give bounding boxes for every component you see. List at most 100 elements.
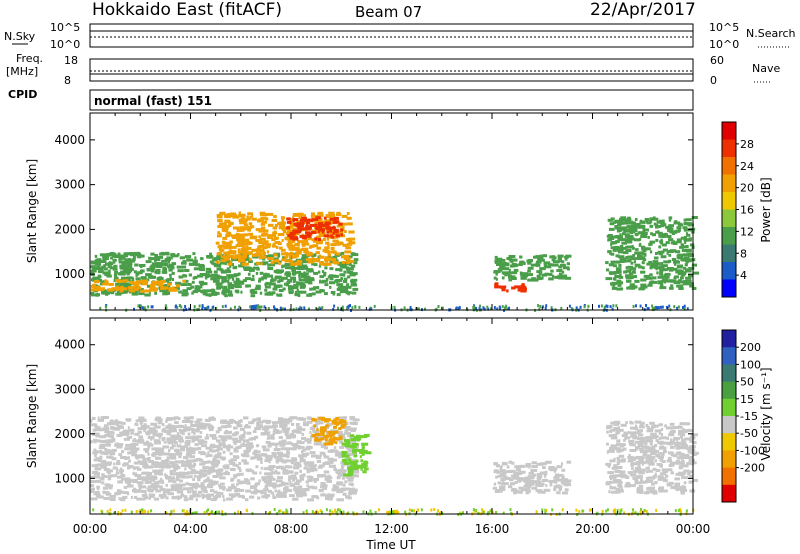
power-cell — [493, 306, 496, 310]
velocity-cell — [117, 421, 123, 425]
velocity-cell — [126, 435, 133, 439]
velocity-cell — [315, 509, 318, 513]
velocity-cell — [634, 511, 637, 515]
power-cell — [321, 270, 325, 274]
power-cell — [649, 217, 656, 221]
power-cell — [300, 221, 305, 225]
velocity-cell — [354, 464, 362, 468]
power-cell — [224, 214, 228, 218]
velocity-cell — [341, 454, 347, 458]
power-cell — [298, 277, 302, 281]
power-cell — [670, 284, 674, 288]
velocity-cell — [234, 489, 238, 493]
power-cell — [160, 263, 167, 267]
velocity-cell — [632, 508, 634, 512]
velocity-cell — [147, 430, 154, 434]
velocity-cell — [298, 441, 305, 445]
velocity-cell — [276, 456, 279, 459]
velocity-cell — [141, 508, 144, 512]
velocity-cell — [171, 435, 178, 439]
velocity-cell — [392, 510, 395, 514]
velocity-cell — [351, 440, 357, 444]
power-cell — [252, 274, 255, 278]
power-cell — [254, 255, 259, 259]
power-region — [90, 279, 186, 293]
power-cell — [634, 218, 638, 221]
velocity-cell — [337, 473, 343, 477]
velocity-cell — [137, 419, 143, 422]
power-cell — [274, 270, 279, 274]
velocity-cell — [186, 426, 192, 430]
power-cell — [113, 255, 121, 258]
power-cell — [221, 244, 227, 248]
velocity-cell — [205, 446, 212, 450]
velocity-cell — [152, 476, 158, 480]
velocity-cell — [160, 477, 163, 481]
velocity-cell — [125, 418, 132, 422]
power-cell — [645, 277, 648, 280]
velocity-cell — [352, 452, 357, 456]
power-cell — [612, 248, 617, 252]
power-colorbar-swatch — [722, 122, 736, 140]
velocity-cell — [683, 456, 687, 459]
power-cell — [287, 287, 294, 291]
power-cell — [168, 263, 175, 267]
power-cell — [192, 276, 196, 280]
velocity-cell — [275, 466, 281, 469]
power-cell — [248, 257, 252, 261]
power-cell — [550, 306, 553, 310]
power-cell — [622, 251, 629, 255]
velocity-cell — [92, 470, 99, 474]
power-cell — [168, 260, 170, 264]
power-cell — [348, 230, 355, 234]
power-cell — [329, 221, 336, 225]
velocity-cell — [658, 486, 664, 490]
velocity-cell — [209, 424, 213, 428]
power-cell — [261, 232, 269, 236]
power-cell — [263, 229, 269, 233]
velocity-cell — [541, 490, 546, 494]
velocity-cell — [118, 453, 123, 457]
velocity-cell — [194, 486, 198, 490]
velocity-cell — [200, 486, 207, 489]
velocity-cell — [344, 461, 350, 465]
power-cell — [213, 292, 218, 296]
cpid-panel: normal (fast) 151 — [89, 89, 694, 111]
velocity-cell — [211, 464, 219, 468]
velocity-cell — [658, 431, 662, 435]
velocity-cell — [666, 436, 670, 440]
velocity-cell — [169, 446, 174, 450]
velocity-cell — [264, 494, 271, 497]
power-cell — [154, 291, 157, 295]
velocity-cell — [345, 495, 350, 499]
velocity-cell — [170, 484, 178, 488]
power-cell — [300, 275, 308, 278]
velocity-cell — [322, 493, 325, 497]
power-cell — [127, 278, 131, 282]
velocity-cell — [312, 477, 319, 481]
power-cell — [144, 289, 151, 293]
velocity-cell — [320, 426, 327, 430]
power-cell — [293, 254, 299, 257]
power-cell — [676, 226, 682, 230]
power-cell — [535, 262, 540, 266]
velocity-cell — [227, 423, 231, 427]
velocity-cell — [243, 416, 249, 420]
velocity-cell — [500, 482, 506, 486]
velocity-cell — [661, 446, 667, 450]
velocity-cell — [311, 433, 316, 437]
power-cell — [300, 306, 303, 310]
power-cell — [613, 220, 617, 224]
velocity-cell — [286, 469, 289, 473]
velocity-cell — [494, 490, 499, 493]
power-cell — [155, 258, 161, 262]
power-cell — [259, 271, 264, 275]
velocity-cell — [304, 463, 307, 467]
velocity-cell — [319, 489, 324, 493]
velocity-cell — [137, 430, 142, 434]
power-cell — [234, 234, 239, 238]
power-cell — [293, 236, 298, 240]
power-cell — [150, 266, 156, 270]
velocity-cell — [473, 509, 476, 513]
